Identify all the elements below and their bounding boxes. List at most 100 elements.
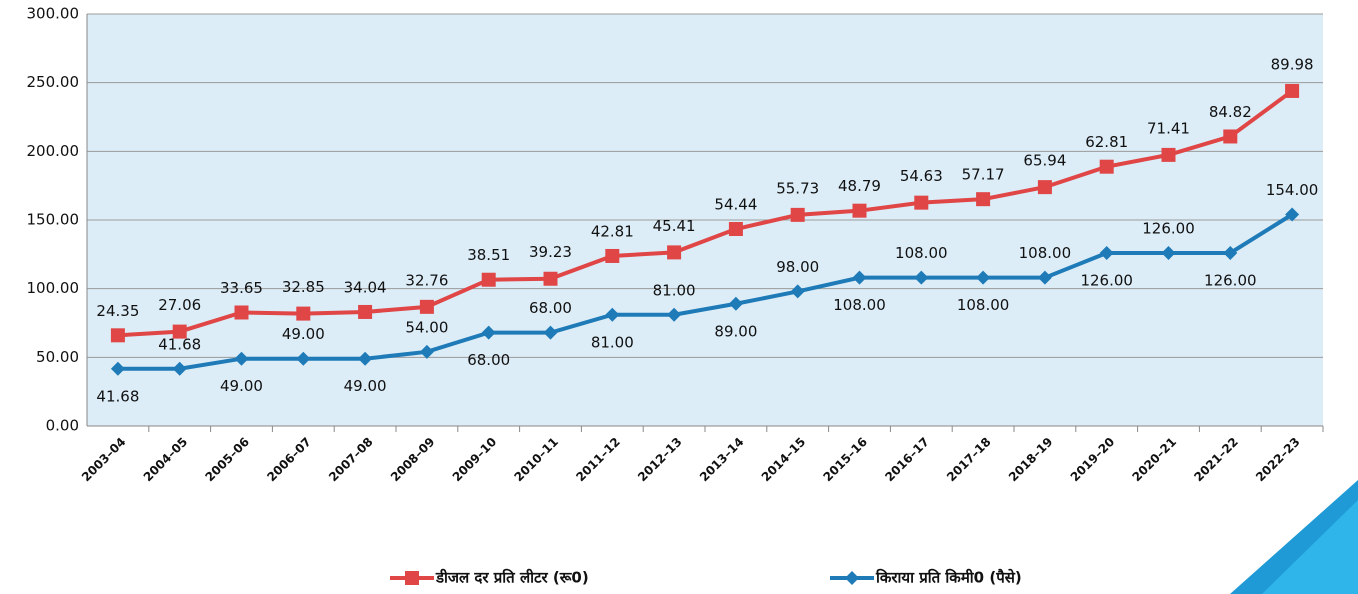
marker xyxy=(728,296,743,311)
marker xyxy=(852,203,867,218)
x-tick-label: 2007–08 xyxy=(326,435,376,485)
marker xyxy=(110,328,125,343)
data-label: 41.68 xyxy=(158,335,201,353)
x-tick-label: 2022–23 xyxy=(1253,435,1303,485)
x-tick-label: 2018–19 xyxy=(1006,435,1056,485)
marker xyxy=(110,361,125,376)
data-label: 42.81 xyxy=(591,222,634,240)
marker xyxy=(481,272,496,287)
marker xyxy=(543,325,558,340)
marker xyxy=(790,284,805,299)
data-label: 108.00 xyxy=(833,296,886,314)
data-label: 55.73 xyxy=(776,179,819,197)
marker xyxy=(1037,180,1052,195)
x-tick-label: 2016–17 xyxy=(882,435,932,485)
marker xyxy=(667,307,682,322)
y-tick-label: 150.00 xyxy=(27,211,80,229)
marker xyxy=(790,207,805,222)
x-tick-label: 2012–13 xyxy=(635,435,685,485)
data-label: 108.00 xyxy=(957,296,1010,314)
data-label: 49.00 xyxy=(344,377,387,395)
marker xyxy=(605,307,620,322)
data-label: 39.23 xyxy=(529,243,572,261)
data-label: 98.00 xyxy=(776,258,819,276)
data-label: 71.41 xyxy=(1147,119,1190,137)
x-tick-label: 2020–21 xyxy=(1130,435,1180,485)
y-tick-label: 100.00 xyxy=(27,279,80,297)
marker xyxy=(172,361,187,376)
x-tick-label: 2021–22 xyxy=(1191,435,1241,485)
data-label: 54.44 xyxy=(714,196,757,214)
marker xyxy=(914,270,929,285)
data-label: 126.00 xyxy=(1142,219,1195,237)
data-label: 81.00 xyxy=(653,281,696,299)
marker xyxy=(234,305,249,320)
marker xyxy=(296,306,311,321)
marker xyxy=(1099,245,1114,260)
data-label: 108.00 xyxy=(1019,244,1072,262)
marker xyxy=(172,324,187,339)
x-tick-label: 2011–12 xyxy=(573,435,623,485)
data-label: 68.00 xyxy=(529,299,572,317)
x-tick-label: 2014–15 xyxy=(759,435,809,485)
data-label: 89.98 xyxy=(1271,55,1314,73)
marker xyxy=(1099,159,1114,174)
marker xyxy=(419,344,434,359)
data-label: 33.65 xyxy=(220,279,263,297)
data-label: 41.68 xyxy=(96,387,139,405)
x-tick-label: 2009–10 xyxy=(450,435,500,485)
marker xyxy=(976,192,991,207)
marker xyxy=(1161,245,1176,260)
data-label: 54.00 xyxy=(405,318,448,336)
marker xyxy=(419,299,434,314)
marker xyxy=(1161,147,1176,162)
marker xyxy=(234,351,249,366)
marker xyxy=(1223,129,1238,144)
legend-marker xyxy=(405,571,419,585)
corner-decoration xyxy=(1262,500,1358,594)
data-label: 154.00 xyxy=(1266,181,1319,199)
data-label: 45.41 xyxy=(653,217,696,235)
series-line xyxy=(117,212,1294,371)
marker xyxy=(976,270,991,285)
x-tick-label: 2019–20 xyxy=(1068,435,1118,485)
legend-label: किराया प्रति किमी0 (पैसे) xyxy=(875,569,1022,587)
data-label: 48.79 xyxy=(838,177,881,195)
marker xyxy=(1223,245,1238,260)
x-tick-label: 2013–14 xyxy=(697,435,747,485)
marker xyxy=(481,325,496,340)
data-label: 57.17 xyxy=(962,166,1005,184)
data-label: 32.76 xyxy=(405,271,448,289)
series-line xyxy=(117,89,1294,338)
data-label: 68.00 xyxy=(467,351,510,369)
marker xyxy=(358,304,373,319)
data-label: 89.00 xyxy=(714,322,757,340)
x-tick-label: 2010–11 xyxy=(512,435,562,485)
data-label: 54.63 xyxy=(900,167,943,185)
y-tick-label: 300.00 xyxy=(27,5,80,23)
marker xyxy=(728,222,743,237)
x-tick-label: 2004–05 xyxy=(141,435,191,485)
data-label: 38.51 xyxy=(467,246,510,264)
data-label: 81.00 xyxy=(591,333,634,351)
data-label: 108.00 xyxy=(895,244,948,262)
marker xyxy=(358,351,373,366)
x-tick-label: 2005–06 xyxy=(203,435,253,485)
data-label: 32.85 xyxy=(282,278,325,296)
legend-label: डीजल दर प्रति लीटर (रू0) xyxy=(435,569,589,587)
x-tick-label: 2015–16 xyxy=(821,435,871,485)
marker xyxy=(1285,83,1300,98)
data-label: 126.00 xyxy=(1080,271,1133,289)
y-tick-label: 0.00 xyxy=(46,417,79,435)
marker xyxy=(914,195,929,210)
data-label: 34.04 xyxy=(344,278,387,296)
data-label: 62.81 xyxy=(1085,133,1128,151)
marker xyxy=(605,248,620,263)
data-label: 27.06 xyxy=(158,296,201,314)
x-tick-label: 2006–07 xyxy=(264,435,314,485)
data-label: 49.00 xyxy=(282,325,325,343)
marker xyxy=(1037,270,1052,285)
data-label: 65.94 xyxy=(1023,152,1066,170)
data-label: 49.00 xyxy=(220,377,263,395)
